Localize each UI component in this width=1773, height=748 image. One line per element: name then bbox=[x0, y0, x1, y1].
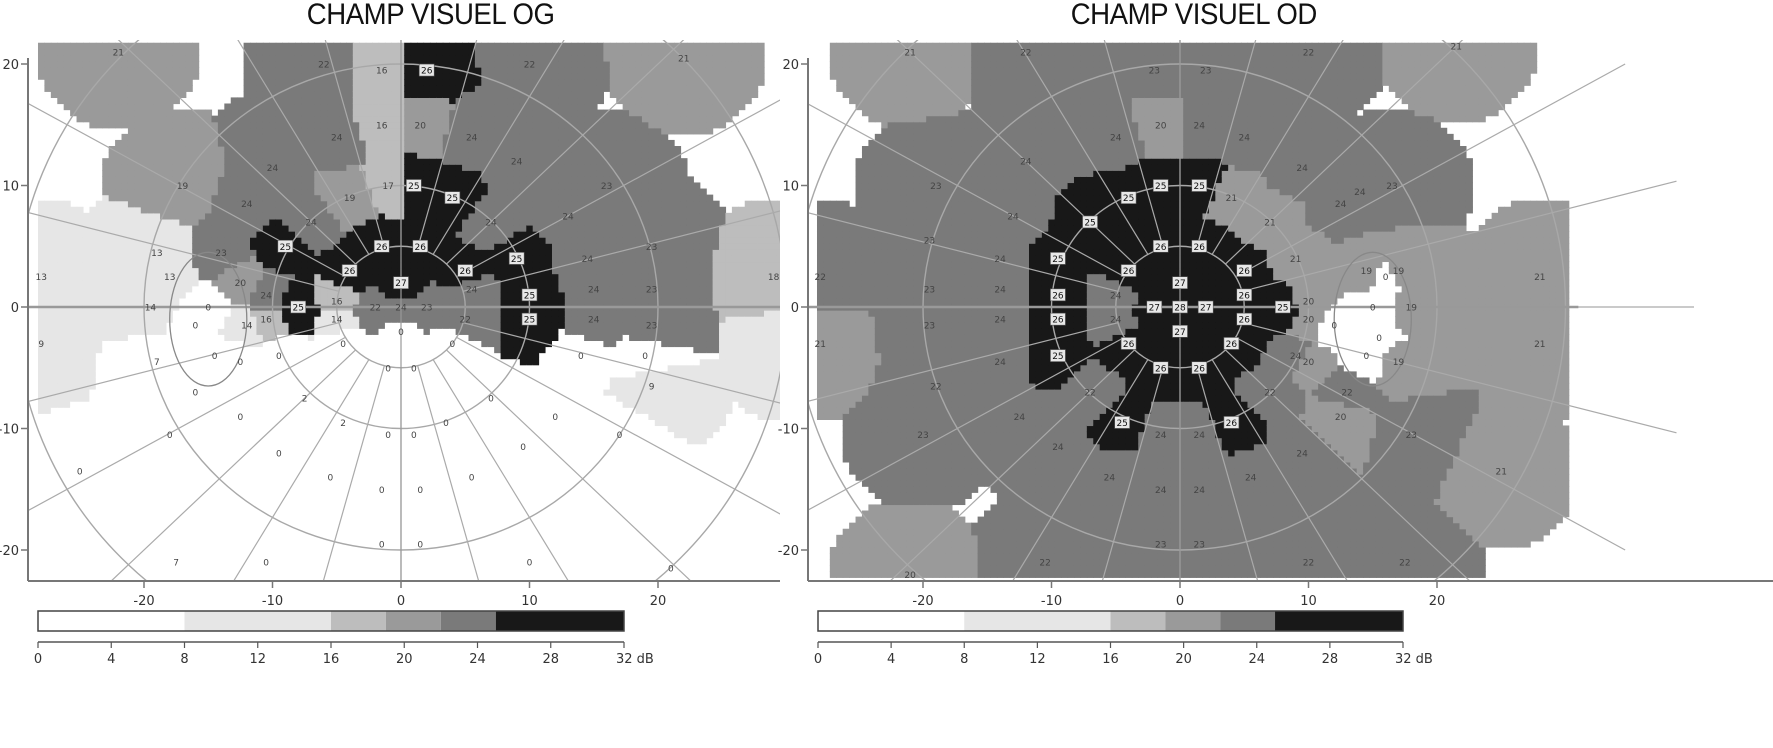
chart-title-og: CHAMP VISUEL OG bbox=[306, 0, 555, 31]
chart-title-od: CHAMP VISUEL OD bbox=[1070, 0, 1318, 31]
axes: -20-100102020100-10-20-20-100102020100-1… bbox=[0, 58, 1773, 609]
colorbars: 0 4 8 12 16 20 24 28 32 dB 0 4 8 12 16 20 24 28 32 dB bbox=[34, 610, 1433, 667]
